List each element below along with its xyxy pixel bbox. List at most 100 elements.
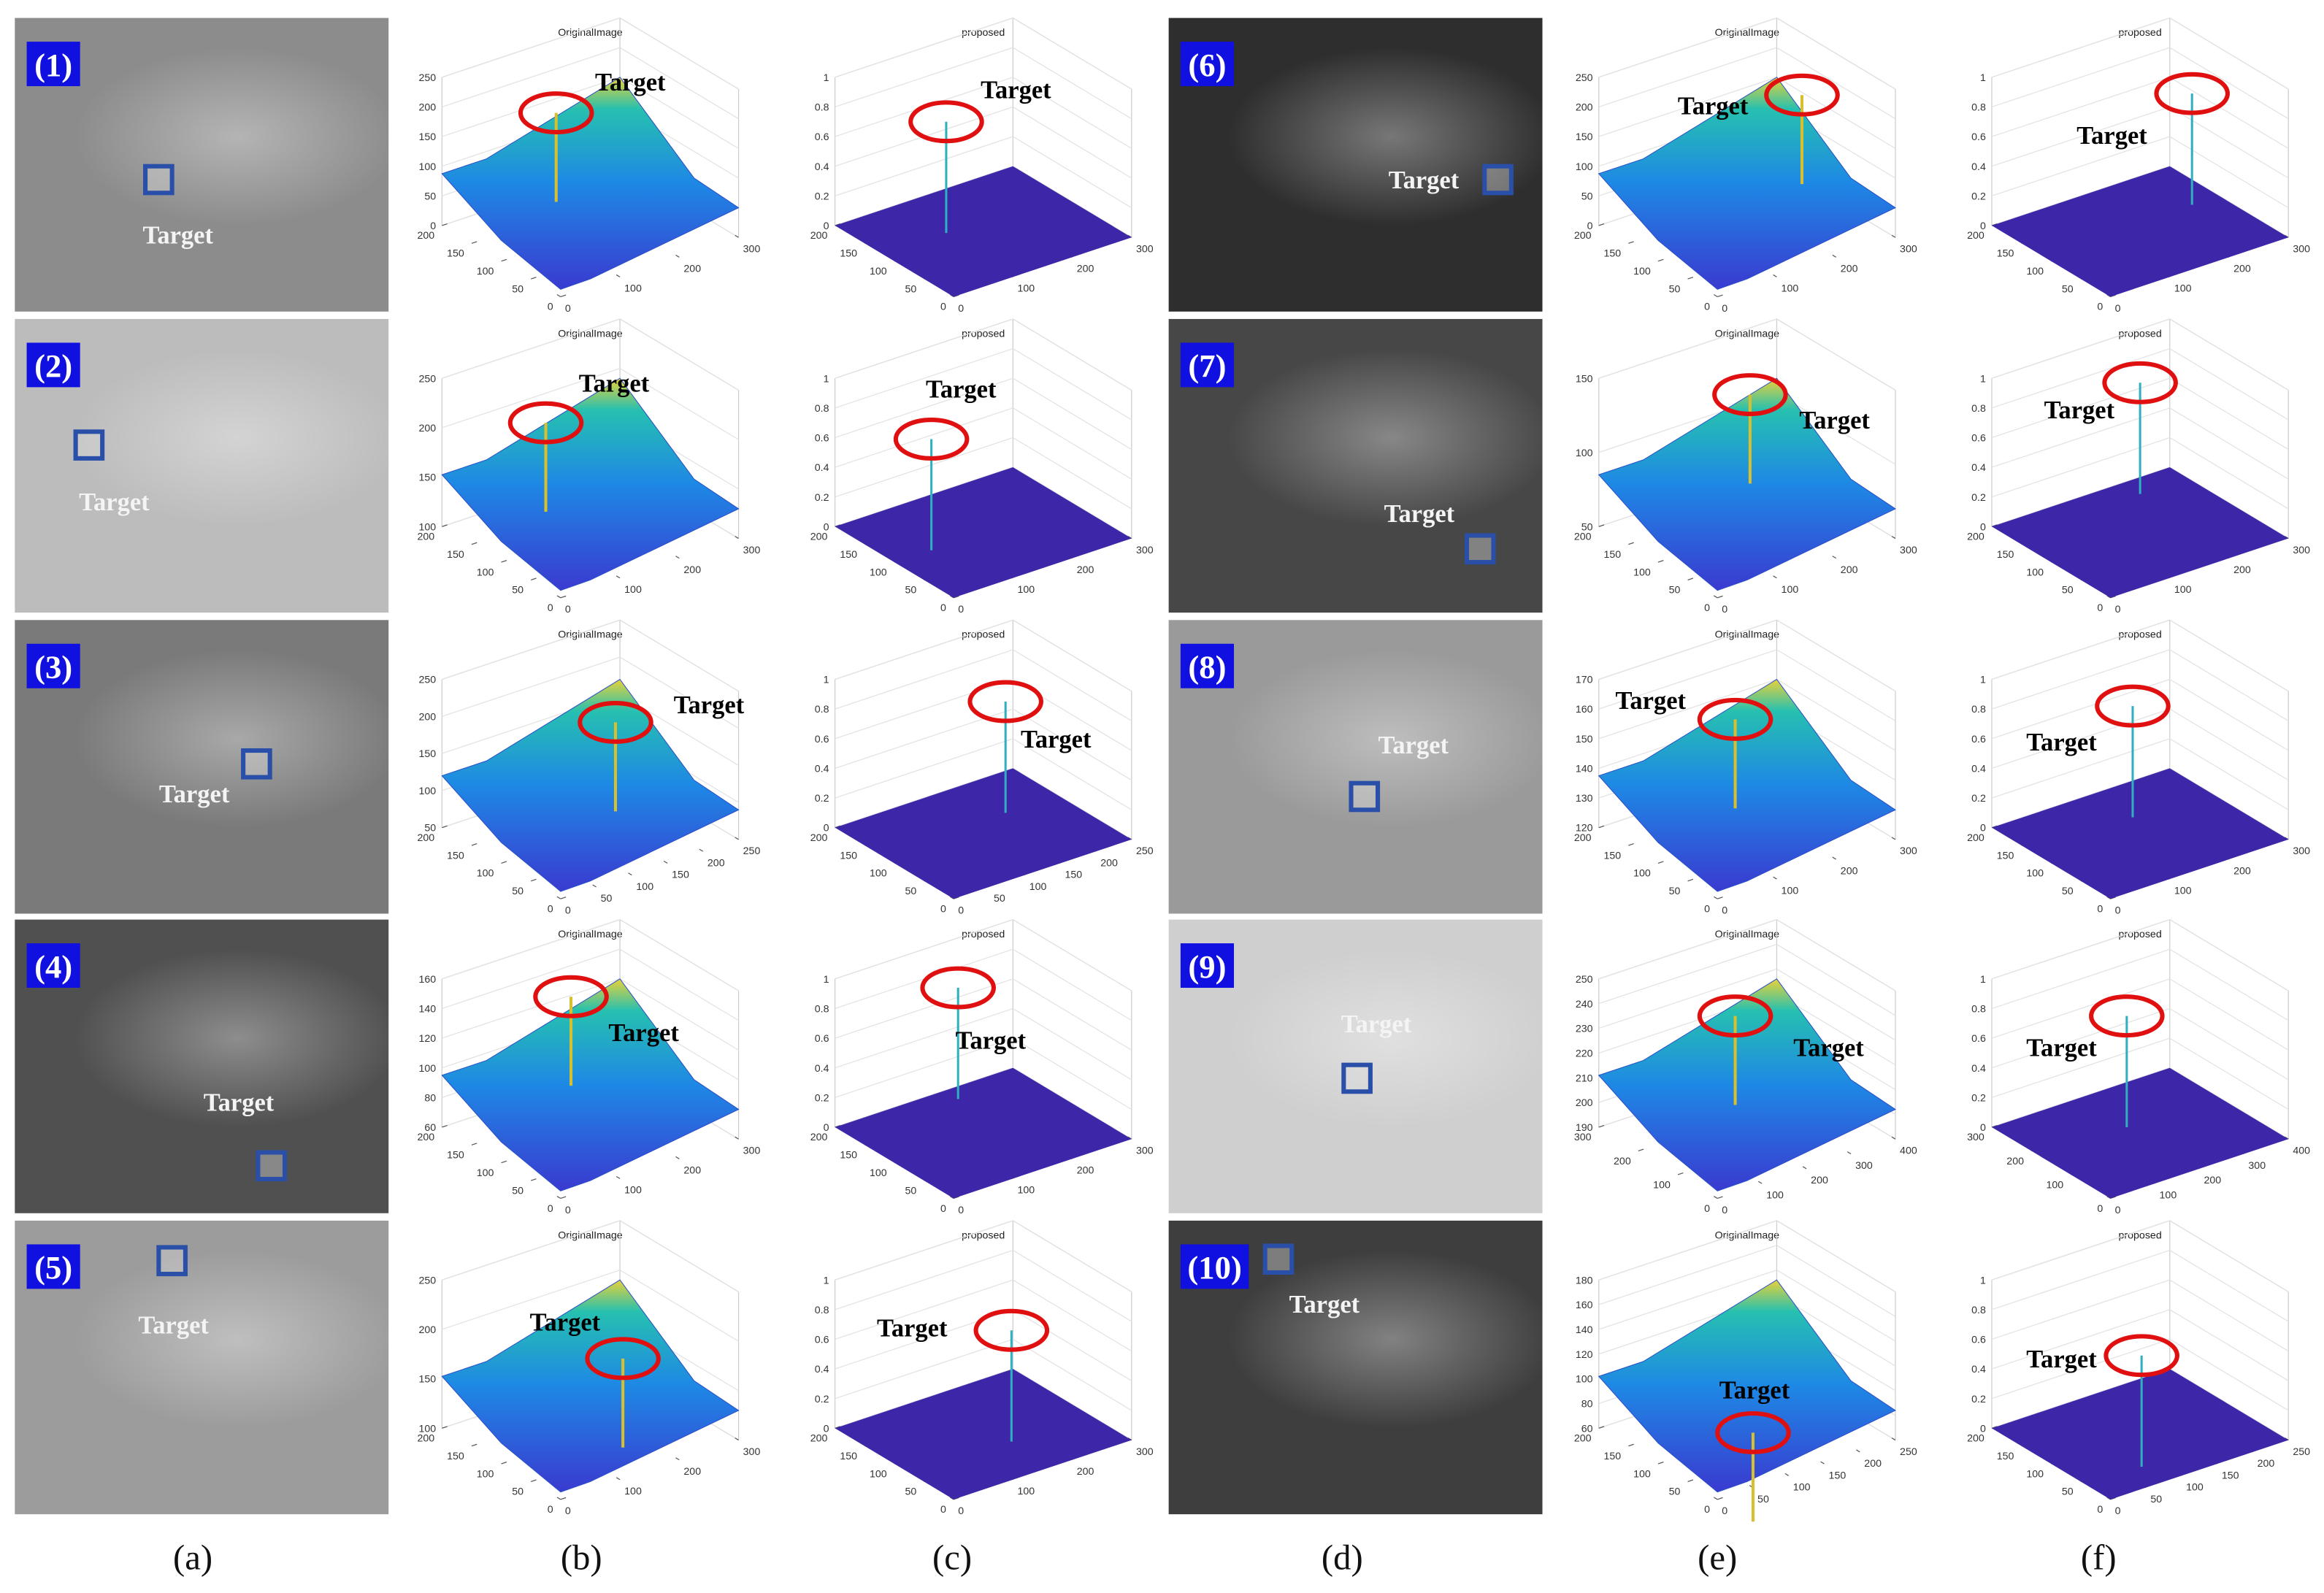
z-tick-label: 150 [418, 472, 436, 484]
y-tick-label: 0 [548, 903, 553, 915]
tick-mark [1598, 825, 1605, 829]
y-tick-label: 100 [1633, 868, 1651, 880]
z-tick-label: 1 [824, 1275, 829, 1286]
tick-mark [949, 896, 954, 899]
y-tick-label: 50 [905, 585, 917, 596]
z-tick-label: 200 [418, 1324, 436, 1336]
x-tick-label: 300 [2293, 545, 2310, 556]
z-tick-label: 150 [418, 1374, 436, 1386]
y-tick-label: 50 [1669, 1486, 1681, 1498]
target-text: Target [2026, 1034, 2097, 1062]
x-tick-label: 100 [1782, 584, 1799, 596]
image-label: (10) [1187, 1249, 1241, 1286]
tick-mark [471, 1143, 478, 1145]
x-tick-label: 200 [1100, 857, 1118, 869]
z-tick-label: 0.4 [1971, 1063, 1986, 1075]
x-tick-label: 0 [958, 604, 964, 615]
y-tick-label: 0 [548, 302, 553, 313]
tick-mark [442, 1124, 448, 1128]
y-tick-label: 0 [548, 1504, 553, 1516]
x-tick-label: 200 [683, 264, 701, 275]
target-marker [1349, 780, 1381, 813]
z-tick-label: 0.2 [1971, 793, 1986, 805]
target-text: Target [1678, 93, 1749, 120]
y-tick-label: 50 [512, 1486, 524, 1498]
y-tick-label: 200 [1967, 531, 1984, 543]
tick-mark [1717, 1497, 1723, 1500]
grid-line [1776, 649, 1896, 721]
y-tick-label: 100 [2026, 1468, 2044, 1480]
grid-line [442, 1270, 621, 1330]
z-tick-label: 0 [1980, 220, 1986, 232]
target-marker [1341, 1062, 1373, 1094]
grid-line [1598, 943, 1777, 1005]
grid-line [1598, 1220, 1777, 1281]
z-tick-label: 1 [824, 974, 829, 986]
grid-line [2169, 318, 2289, 391]
grid-line [1598, 1245, 1777, 1305]
tick-mark [1773, 274, 1777, 277]
grid-line [835, 619, 1013, 680]
grid-line [442, 77, 621, 137]
tick-mark [1714, 896, 1718, 899]
label-box [1180, 643, 1235, 688]
y-tick-label: 0 [1704, 1203, 1710, 1215]
z-tick-label: 150 [418, 748, 436, 760]
grid-line [1598, 649, 1777, 710]
z-tick-label: 200 [418, 711, 436, 723]
label-box [1180, 42, 1235, 87]
x-tick-label: 100 [1793, 1482, 1811, 1494]
grid-line [1013, 18, 1132, 90]
x-tick-label: 100 [1782, 283, 1799, 295]
image-target-text: Target [1341, 1010, 1412, 1038]
grid-line [442, 656, 621, 717]
caption: (b) [561, 1538, 602, 1577]
tick-mark [560, 1196, 567, 1199]
target-circle [2089, 994, 2165, 1038]
z-tick-label: 0 [1587, 220, 1593, 232]
y-tick-label: 200 [1574, 1433, 1592, 1445]
x-tick-label: 200 [2233, 865, 2251, 877]
grid-line [1013, 1279, 1132, 1352]
x-tick-label: 300 [2293, 845, 2310, 857]
plot-title: OriginalImage [558, 929, 623, 940]
surface [1598, 1279, 1896, 1493]
y-tick-label: 100 [477, 1167, 494, 1179]
surface [441, 77, 740, 290]
grid-line [619, 318, 739, 391]
grid-line [1598, 318, 1777, 379]
y-tick-label: 150 [1997, 248, 2014, 260]
tick-mark [615, 575, 621, 579]
x-tick-label: 150 [1065, 870, 1082, 881]
grid-line [835, 47, 1013, 108]
tick-mark [699, 848, 704, 852]
cloud [74, 949, 401, 1127]
tick-mark [501, 1160, 507, 1164]
z-tick-label: 0.4 [815, 161, 829, 173]
x-tick-label: 300 [1136, 1446, 1154, 1458]
y-tick-label: 200 [417, 230, 434, 242]
x-tick-label: 100 [1782, 885, 1799, 897]
z-tick-label: 200 [1576, 102, 1593, 114]
grid-line [835, 407, 1013, 468]
tick-mark [2106, 595, 2111, 599]
y-tick-label: 0 [548, 1203, 553, 1215]
grid-line [619, 1220, 739, 1292]
grid-line [835, 1220, 1013, 1281]
surface [441, 678, 740, 892]
z-tick-label: 100 [418, 1063, 436, 1075]
x-tick-label: 0 [1722, 303, 1727, 315]
x-tick-label: 300 [1855, 1160, 1873, 1172]
grid-line [1991, 978, 2170, 1039]
z-tick-label: 0 [824, 521, 829, 533]
image-label: (1) [34, 47, 72, 83]
target-text: Target [1793, 1034, 1864, 1062]
y-tick-label: 100 [870, 266, 887, 277]
grid-line [835, 649, 1013, 710]
z-tick-label: 60 [1581, 1423, 1593, 1435]
tick-mark [953, 1497, 959, 1500]
tick-mark [1657, 258, 1664, 262]
grid-line [1598, 47, 1777, 108]
tick-mark [1657, 861, 1664, 864]
image-target-text: Target [79, 488, 150, 516]
